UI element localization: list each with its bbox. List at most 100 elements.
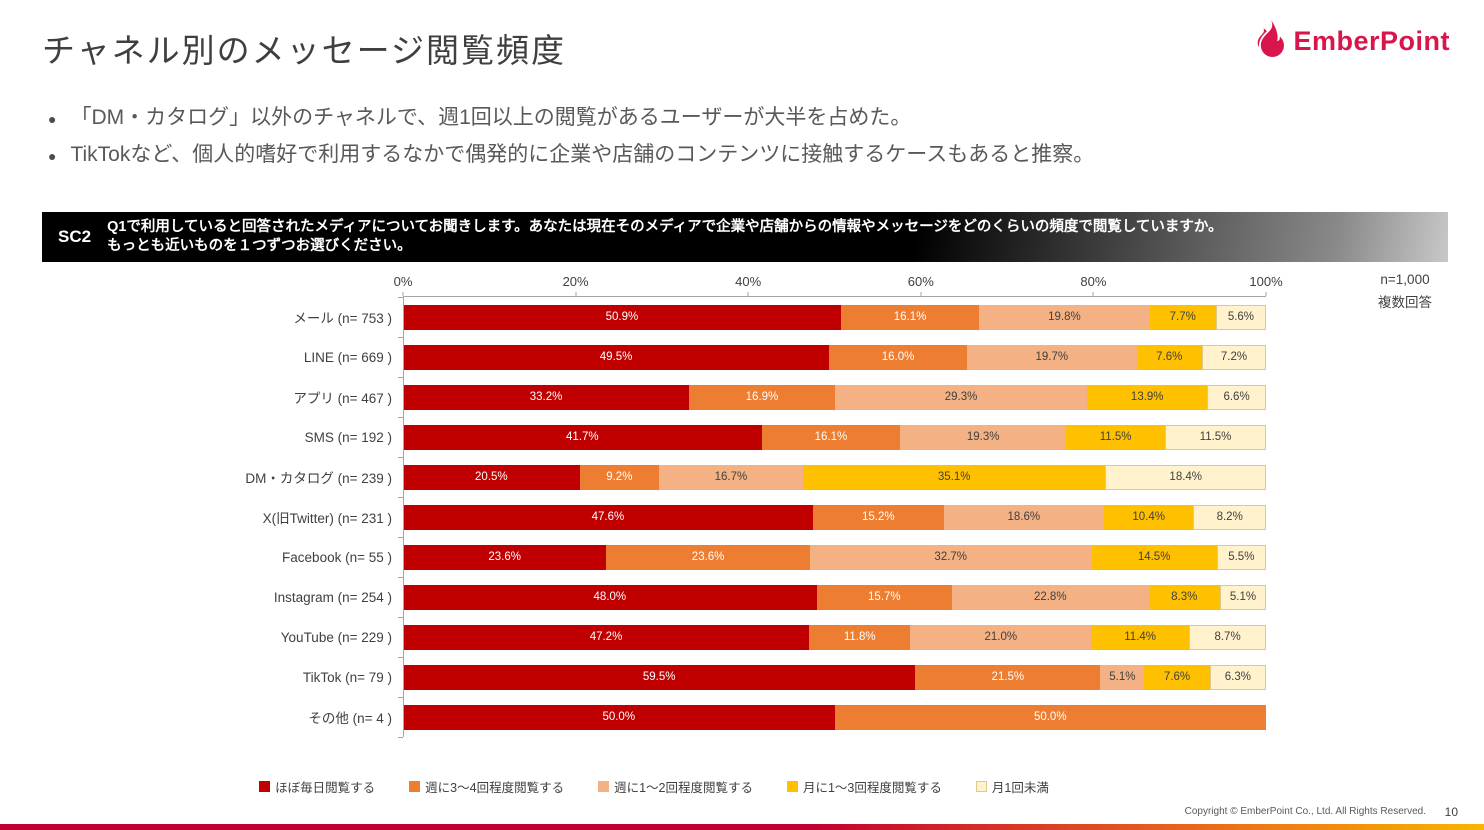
bar-segment-value: 18.6% (1007, 511, 1041, 523)
bar-segment: 41.7% (403, 424, 762, 450)
bar-segment-value: 49.5% (599, 351, 633, 363)
legend-marker (409, 781, 421, 792)
bar-segment-value: 7.6% (1156, 351, 1183, 363)
sample-note: n=1,000 複数回答 (1337, 268, 1473, 314)
bar-segment-value: 18.4% (1169, 471, 1203, 483)
chart-row: LINE (n= 669 ) 49.5% 16.0% 19.7% 7.6% 7.2% (42, 337, 1266, 377)
chart-row: TikTok (n= 79 ) 59.5% 21.5% 5.1% 7.6% 6.3% (42, 657, 1266, 697)
answer-type: 複数回答 (1378, 295, 1432, 310)
question-code: SC2 (58, 227, 92, 246)
bar-segment: 8.2% (1193, 504, 1267, 530)
question-line2: もっとも近いものを１つずつお選びください。 (107, 238, 412, 254)
bar-segment-value: 8.2% (1216, 511, 1243, 523)
bar-segment-value: 47.6% (591, 511, 625, 523)
bar-segment-value: 29.3% (944, 391, 978, 403)
bar-segment-value: 6.3% (1224, 671, 1251, 683)
bar-segment-value: 5.1% (1109, 671, 1136, 683)
bar-segment-value: 10.4% (1132, 511, 1165, 523)
category-label: X(旧Twitter) (n= 231 ) (262, 511, 392, 526)
bar-segment: 50.0% (403, 704, 835, 730)
bullet-text: TikTokなど、個人的嗜好で利用するなかで偶発的に企業や店舗のコンテンツに接触… (70, 143, 1095, 166)
bar-segment: 8.3% (1148, 584, 1221, 610)
bar-track: 48.0% 15.7% 22.8% 8.3% 5.1% (403, 584, 1266, 610)
bar-segment-value: 59.5% (642, 671, 676, 683)
flame-icon (1258, 20, 1285, 58)
bar-segment: 16.0% (829, 344, 967, 370)
bar-segment-value: 9.2% (606, 471, 633, 483)
bar-segment: 33.2% (403, 384, 690, 410)
bar-segment-value: 50.0% (602, 711, 636, 723)
bar-segment-value: 7.7% (1169, 311, 1196, 323)
bar-segment: 21.0% (910, 624, 1092, 650)
bar-segment: 10.4% (1103, 504, 1194, 530)
x-tick-label: 20% (562, 274, 589, 289)
bar-segment-value: 48.0% (593, 591, 627, 603)
category-label: TikTok (n= 79 ) (302, 669, 392, 685)
page-title: チャネル別のメッセージ閲覧頻度 (42, 32, 567, 69)
bar-segment-value: 16.0% (881, 351, 915, 363)
question-line1: Q1で利用していると回答されたメディアについてお聞きします。あなたは現在そのメデ… (107, 219, 1223, 235)
chart-row: アプリ (n= 467 ) 33.2% 16.9% 29.3% 13.9% 6.6% (42, 377, 1267, 417)
bullet-icon: ● (48, 111, 57, 127)
stacked-bar-chart: 0% 20% 40% 60% 80% 100% メール (n= 753 ) 50.9% 16.… (42, 272, 1283, 738)
bar-segment-value: 35.1% (937, 471, 971, 483)
bar-segment-value: 13.9% (1130, 391, 1164, 403)
bar-segment: 23.6% (403, 544, 607, 570)
bar-segment-value: 19.3% (966, 431, 1000, 443)
bullet-item: ● TikTokなど、個人的嗜好で利用するなかで偶発的に企業や店舗のコンテンツに… (48, 137, 1094, 174)
bar-segment-value: 7.2% (1220, 351, 1248, 363)
bar-segment: 15.7% (816, 584, 952, 610)
legend-label: 月に1～3回程度閲覧する (802, 781, 942, 795)
chart-row: Facebook (n= 55 ) 23.6% 23.6% 32.7% 14.5% 5.5… (42, 537, 1267, 577)
bar-segment-value: 21.0% (984, 631, 1018, 643)
bar-segment: 29.3% (834, 384, 1088, 410)
x-tick-label: 60% (907, 274, 934, 289)
category-label: YouTube (n= 229 ) (280, 629, 392, 645)
bar-segment-value: 22.8% (1033, 591, 1067, 603)
category-label: メール (n= 753 ) (293, 311, 392, 326)
chart-legend: ほぼ毎日閲覧する 週に3～4回程度閲覧する 週に1～2回程度閲覧する 月に1～3回程度… (42, 777, 1266, 796)
bar-segment-value: 19.8% (1048, 311, 1081, 323)
bar-segment: 6.3% (1209, 664, 1266, 690)
bar-segment-value: 32.7% (934, 551, 968, 563)
bar-track: 50.9% 16.1% 19.8% 7.7% 5.6% (403, 304, 1267, 330)
bar-segment: 7.2% (1202, 344, 1266, 370)
bar-segment-value: 11.8% (843, 631, 876, 643)
bar-segment: 8.7% (1189, 624, 1266, 650)
chart-row: メール (n= 753 ) 50.9% 16.1% 19.8% 7.7% 5.6% (42, 297, 1267, 337)
bar-segment: 16.7% (658, 464, 803, 490)
x-tick-mark (747, 292, 749, 296)
x-tick-label: 40% (735, 274, 762, 289)
chart-row: DM・カタログ (n= 239 ) 20.5% 9.2% 16.7% 35.1% 18.4… (42, 457, 1267, 497)
bar-segment: 11.5% (1066, 424, 1166, 450)
category-label: アプリ (n= 467 ) (293, 391, 392, 406)
legend-marker (975, 781, 987, 792)
chart-row: Instagram (n= 254 ) 48.0% 15.7% 22.8% 8.3% 5.… (42, 577, 1266, 617)
bar-segment-value: 16.1% (814, 431, 848, 443)
legend-item: 週に3～4回程度閲覧する (409, 777, 564, 796)
bar-segment-value: 20.5% (475, 471, 508, 483)
bar-track: 47.2% 11.8% 21.0% 11.4% 8.7% (403, 624, 1266, 650)
bar-segment-value: 5.1% (1229, 591, 1257, 603)
bar-segment-value: 41.7% (566, 431, 599, 443)
bar-segment-value: 50.0% (1033, 711, 1067, 723)
bar-segment-value: 16.7% (714, 471, 748, 483)
chart-row: SMS (n= 192 ) 41.7% 16.1% 19.3% 11.5% 11.5% (42, 417, 1266, 457)
x-tick-mark (1092, 292, 1094, 296)
category-label: Facebook (n= 55 ) (282, 549, 392, 565)
bar-segment: 15.2% (812, 504, 944, 530)
bar-segment-value: 15.2% (861, 511, 895, 523)
bar-segment-value: 14.5% (1137, 551, 1171, 563)
bar-segment: 9.2% (579, 464, 659, 490)
question-banner: SC2 Q1で利用していると回答されたメディアについてお聞きします。あなたは現在… (42, 212, 1448, 262)
legend-marker (259, 781, 271, 792)
x-tick-label: 0% (393, 274, 413, 289)
x-tick-mark (402, 292, 404, 296)
bar-segment-value: 11.4% (1124, 631, 1157, 643)
x-axis: 0% 20% 40% 60% 80% 100% (394, 272, 1283, 297)
legend-label: ほぼ毎日閲覧する (275, 781, 376, 795)
category-label: SMS (n= 192 ) (304, 429, 392, 445)
bar-track: 33.2% 16.9% 29.3% 13.9% 6.6% (403, 384, 1267, 410)
summary-bullets: ● 「DM・カタログ」以外のチャネルで、週1回以上の閲覧があるユーザーが大半を占… (48, 100, 1094, 174)
